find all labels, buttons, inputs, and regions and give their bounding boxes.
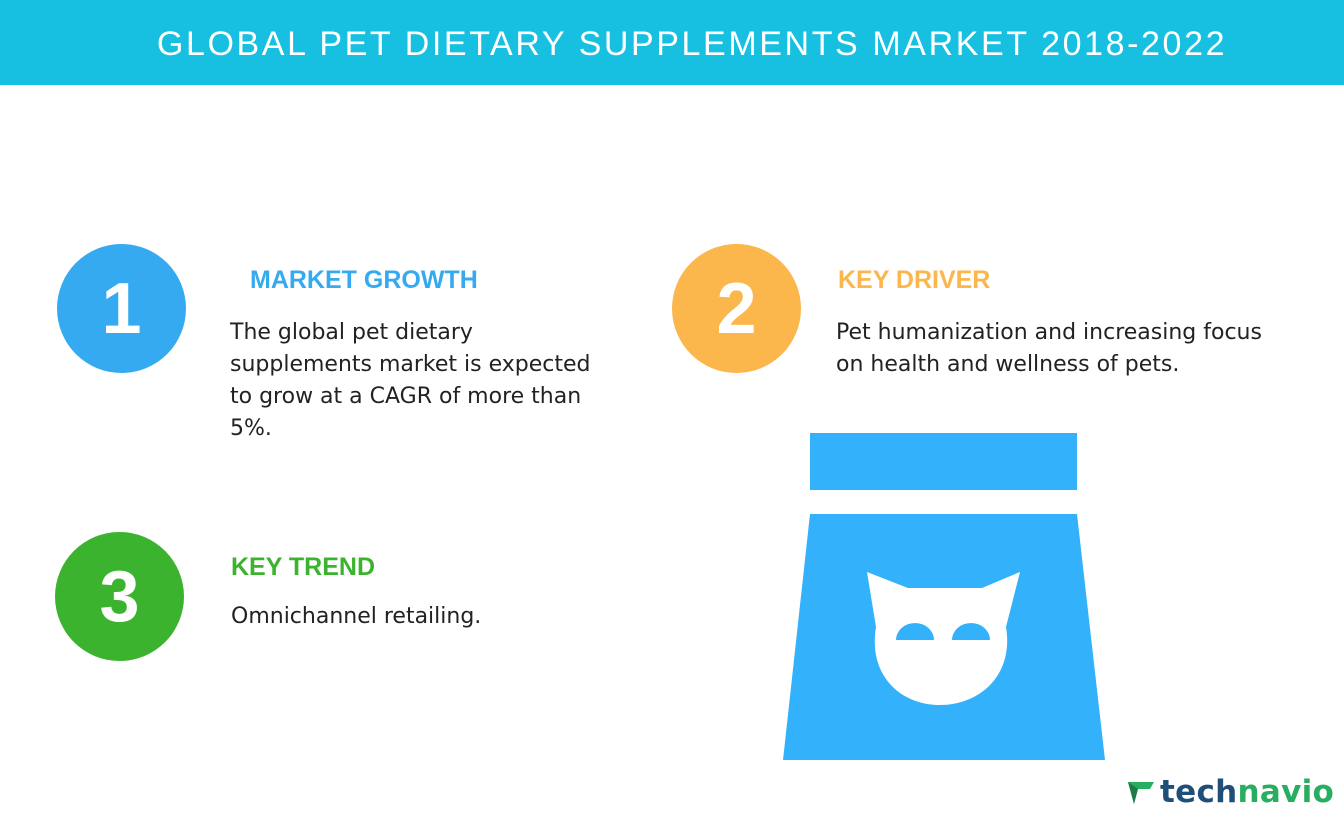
bag-top-band bbox=[810, 433, 1077, 490]
cat-face-icon bbox=[867, 572, 1020, 705]
logo-part-navio: navio bbox=[1237, 774, 1335, 810]
number-circle-2: 2 bbox=[672, 244, 801, 373]
text-line: Pet humanization and increasing focus bbox=[836, 320, 1262, 345]
text-line: to grow at a CAGR of more than bbox=[230, 384, 582, 409]
heading-key-driver: KEY DRIVER bbox=[838, 266, 991, 294]
market-growth-text: The global pet dietary supplements marke… bbox=[230, 317, 591, 445]
logo-part-tech: tech bbox=[1160, 774, 1238, 810]
cat-eye-left-icon bbox=[896, 623, 934, 640]
pet-food-bag-cat-icon bbox=[783, 433, 1105, 760]
technavio-logo: technavio bbox=[1126, 772, 1334, 812]
text-line: The global pet dietary bbox=[230, 320, 473, 345]
text-line: 5%. bbox=[230, 416, 272, 441]
page-title: GLOBAL PET DIETARY SUPPLEMENTS MARKET 20… bbox=[156, 25, 1228, 63]
heading-key-trend: KEY TREND bbox=[231, 553, 376, 581]
cat-eye-right-icon bbox=[952, 623, 990, 640]
technavio-arrow-icon bbox=[1128, 782, 1154, 804]
number-circle-1: 1 bbox=[57, 244, 186, 373]
heading-market-growth: MARKET GROWTH bbox=[250, 266, 478, 294]
text-line: on health and wellness of pets. bbox=[836, 352, 1180, 377]
number-circle-3: 3 bbox=[55, 532, 184, 661]
key-trend-text: Omnichannel retailing. bbox=[231, 601, 481, 633]
technavio-wordmark: technavio bbox=[1160, 774, 1334, 810]
text-line: Omnichannel retailing. bbox=[231, 604, 482, 629]
header-bar: GLOBAL PET DIETARY SUPPLEMENTS MARKET 20… bbox=[0, 0, 1344, 85]
key-driver-text: Pet humanization and increasing focus on… bbox=[836, 317, 1262, 381]
text-line: supplements market is expected bbox=[230, 352, 591, 377]
